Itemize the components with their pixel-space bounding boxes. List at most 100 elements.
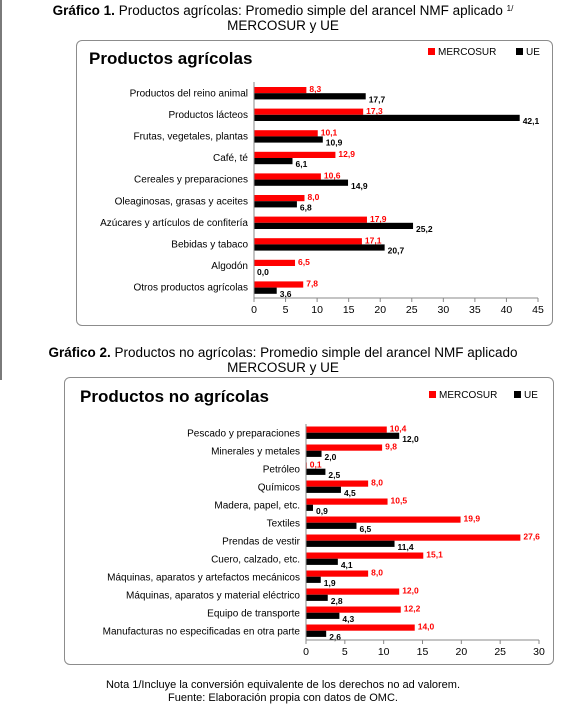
chart2-bar-mercosur	[306, 498, 388, 505]
chart2-category-label: Pescado y preparaciones	[187, 429, 300, 440]
chart2-bar-ue	[306, 630, 327, 637]
chart2-caption-number: Gráfico 2.	[48, 345, 111, 360]
chart2-x-tick-label: 0	[303, 646, 309, 658]
chart1-category-label: Algodón	[211, 261, 248, 272]
chart2-category-label: Prendas de vestir	[222, 537, 300, 548]
chart2-legend-label-mercosur: MERCOSUR	[439, 390, 497, 401]
chart1-bar-ue	[254, 114, 520, 121]
chart1-bar-mercosur	[254, 151, 336, 158]
page-left-border	[0, 0, 2, 380]
chart1-value-label-mercosur: 17,3	[366, 106, 383, 116]
chart2-bar-ue	[306, 558, 338, 565]
chart1-x-tick-label: 15	[343, 304, 355, 316]
chart1-value-label-mercosur: 10,6	[324, 171, 341, 181]
chart1-caption: Gráfico 1. Productos agrícolas: Promedio…	[0, 3, 566, 33]
chart2-value-label-ue: 6,5	[359, 524, 371, 534]
chart2-value-label-mercosur: 10,5	[391, 496, 408, 506]
chart1-caption-text: Productos agrícolas: Promedio simple del…	[118, 3, 503, 18]
chart2-bar-mercosur	[306, 606, 401, 613]
chart2-bar-mercosur	[306, 570, 369, 577]
chart2-bar-ue	[306, 504, 313, 511]
chart1-x-tick-label: 20	[374, 304, 386, 316]
chart1-value-label-mercosur: 6,5	[298, 257, 310, 267]
chart1-x-tick-label: 30	[437, 304, 449, 316]
chart1-category-label: Oleaginosas, grasas y aceites	[115, 196, 248, 207]
chart2-bar-ue	[306, 594, 328, 601]
chart1-category-label: Productos del reino animal	[130, 88, 248, 99]
chart2-value-label-ue: 2,8	[331, 596, 343, 606]
chart1-bar-ue	[254, 158, 293, 165]
chart2-bar-mercosur	[306, 426, 387, 433]
chart2-legend-label-ue: UE	[524, 390, 538, 401]
chart1-value-label-ue: 0,0	[257, 267, 269, 277]
chart1-x-tick-label: 0	[251, 304, 257, 316]
chart2-value-label-ue: 2,5	[328, 470, 340, 480]
chart2-value-label-mercosur: 27,6	[523, 532, 540, 542]
chart1-legend-label-ue: UE	[526, 47, 540, 58]
chart2-value-label-mercosur: 0,1	[310, 460, 322, 470]
chart2-bar-mercosur	[306, 588, 400, 595]
chart2-category-label: Máquinas, aparatos y artefactos mecánico…	[107, 573, 300, 584]
chart2-bar-ue	[306, 522, 357, 529]
chart1-value-label-mercosur: 12,9	[338, 149, 355, 159]
chart2-x-tick-label: 20	[455, 646, 467, 658]
chart2-bar-ue	[306, 576, 321, 583]
chart2-title: Productos no agrícolas	[80, 387, 269, 406]
chart2-caption: Gráfico 2. Productos no agrícolas: Prome…	[0, 345, 566, 375]
chart2-value-label-mercosur: 12,2	[404, 604, 421, 614]
chart1-value-label-ue: 14,9	[351, 181, 368, 191]
chart1-x-tick-label: 45	[532, 304, 544, 316]
chart2-caption-text: Productos no agrícolas: Promedio simple …	[114, 345, 518, 360]
chart1-title: Productos agrícolas	[89, 49, 252, 68]
chart1-bar-ue	[254, 136, 323, 143]
chart1-value-label-ue: 6,8	[300, 202, 312, 212]
chart2-x-tick-label: 10	[378, 646, 390, 658]
chart1-bar-mercosur	[254, 87, 307, 94]
chart1-x-tick-label: 25	[406, 304, 418, 316]
chart2-value-label-mercosur: 19,9	[464, 514, 481, 524]
chart1-category-label: Bebidas y tabaco	[171, 240, 248, 251]
chart1-legend-label-mercosur: MERCOSUR	[438, 47, 496, 58]
chart2-legend-swatch-mercosur	[429, 391, 436, 398]
chart2-value-label-ue: 2,0	[325, 452, 337, 462]
chart2-bar-mercosur	[306, 444, 383, 451]
chart2-bar-ue	[306, 540, 395, 547]
chart1-bar-mercosur	[254, 238, 362, 245]
chart1-value-label-ue: 25,2	[416, 224, 433, 234]
chart1-bar-ue	[254, 201, 297, 208]
chart1-value-label-mercosur: 8,3	[309, 84, 321, 94]
chart1-category-label: Azúcares y artículos de confitería	[100, 218, 248, 229]
chart2-bar-ue	[306, 486, 341, 493]
chart1-bar-mercosur	[254, 108, 364, 115]
chart2-x-tick-label: 5	[342, 646, 348, 658]
chart1-x-tick-label: 5	[283, 304, 289, 316]
chart2-x-tick-label: 30	[533, 646, 545, 658]
chart1-bar-ue	[254, 244, 385, 251]
chart2-category-label: Madera, papel, etc.	[214, 501, 300, 512]
chart1-category-label: Cereales y preparaciones	[134, 175, 248, 186]
chart1-category-label: Frutas, vegetales, plantas	[133, 132, 248, 143]
chart1-bar-ue	[254, 93, 366, 100]
chart2-value-label-mercosur: 15,1	[426, 550, 443, 560]
chart1-value-label-mercosur: 8,0	[307, 192, 319, 202]
chart1-legend-swatch-mercosur	[428, 48, 435, 55]
chart2-bar-mercosur	[306, 552, 424, 559]
chart1-bar-mercosur	[254, 173, 321, 180]
chart1-value-label-ue: 3,6	[280, 289, 292, 299]
chart1-legend-swatch-ue	[516, 48, 523, 55]
chart2-legend-swatch-ue	[514, 391, 521, 398]
chart1-x-tick-label: 40	[501, 304, 513, 316]
chart1-category-label: Productos lácteos	[169, 110, 249, 121]
chart1-bar-ue	[254, 179, 349, 186]
chart1-value-label-mercosur: 7,8	[306, 279, 318, 289]
chart1-bar-mercosur	[254, 216, 367, 223]
chart2-bar-ue	[306, 468, 326, 475]
chart2-value-label-ue: 1,9	[324, 578, 336, 588]
chart2-value-label-ue: 4,5	[344, 488, 356, 498]
chart2-x-tick-label: 25	[494, 646, 506, 658]
chart1-value-label-ue: 17,7	[369, 94, 386, 104]
chart2-category-label: Máquinas, aparatos y material eléctrico	[126, 591, 300, 602]
chart1-value-label-mercosur: 17,9	[370, 214, 387, 224]
